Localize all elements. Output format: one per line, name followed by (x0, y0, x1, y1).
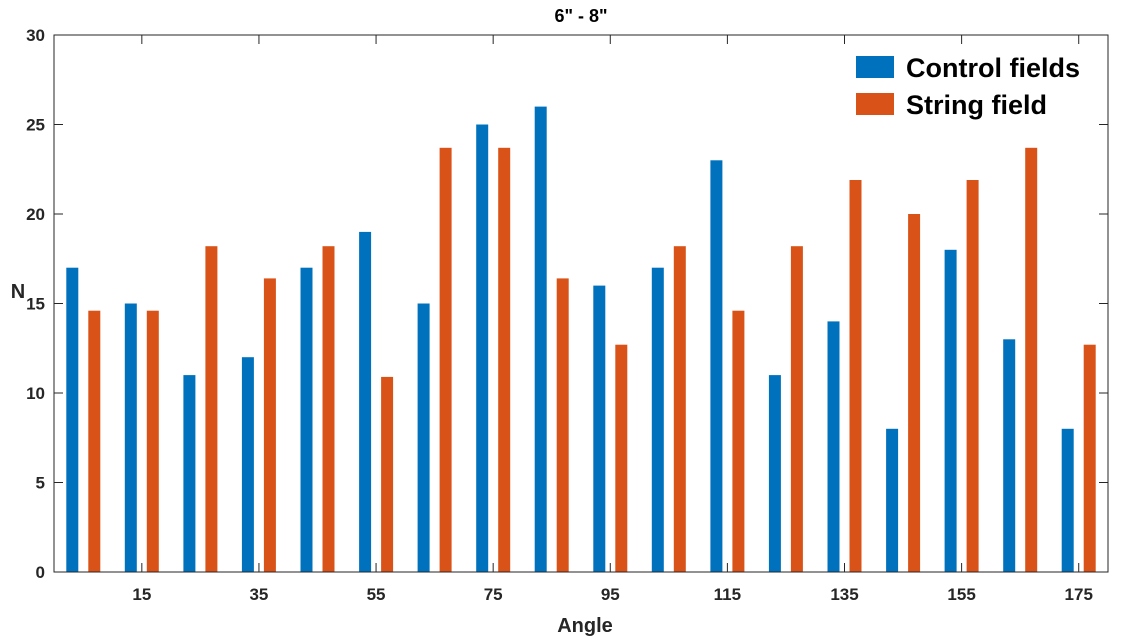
bar-string-field-125 (790, 246, 803, 572)
bar-string-field-75 (498, 147, 511, 573)
legend-label-control-fields: Control fields (906, 53, 1080, 83)
x-axis-title: Angle (557, 615, 613, 637)
y-tick-label: 30 (26, 26, 45, 45)
bar-string-field-95 (615, 344, 628, 572)
bar-string-field-155 (966, 180, 979, 572)
x-tick-label: 75 (484, 585, 503, 604)
x-tick-label: 175 (1065, 585, 1093, 604)
bar-control-fields-105 (651, 267, 664, 572)
y-axis-title: N (11, 281, 25, 303)
y-tick-label: 0 (36, 563, 45, 582)
bar-control-fields-85 (534, 106, 547, 572)
legend-swatch-control-fields (856, 56, 894, 78)
plot-area (54, 35, 1108, 572)
y-tick-label: 15 (26, 295, 45, 314)
bar-control-fields-145 (886, 428, 899, 572)
bars-group (66, 106, 1096, 573)
bar-string-field-85 (556, 278, 569, 572)
bar-control-fields-155 (944, 249, 957, 573)
y-tick-label: 10 (26, 384, 45, 403)
bar-control-fields-165 (1003, 339, 1016, 572)
x-tick-label: 15 (132, 585, 151, 604)
x-tick-label: 35 (249, 585, 268, 604)
bar-string-field-165 (1025, 147, 1038, 573)
y-tick-label: 25 (26, 116, 45, 135)
bar-control-fields-65 (417, 303, 430, 572)
bar-control-fields-115 (710, 160, 723, 573)
x-tick-label: 95 (601, 585, 620, 604)
bar-string-field-115 (732, 310, 745, 572)
y-tick-label: 5 (36, 474, 45, 493)
legend-label-string-field: String field (906, 90, 1047, 120)
bar-string-field-5 (88, 310, 101, 572)
plot-frame (53, 34, 1109, 573)
x-tick-label: 155 (947, 585, 975, 604)
bar-control-fields-25 (183, 375, 196, 572)
bar-control-fields-135 (827, 321, 840, 572)
x-tick-label: 55 (367, 585, 386, 604)
bar-string-field-65 (439, 147, 452, 573)
bar-string-field-25 (205, 246, 218, 572)
chart-title: 6" - 8" (554, 6, 607, 26)
bar-control-fields-5 (66, 267, 79, 572)
x-tick-label: 115 (714, 585, 741, 604)
bar-string-field-55 (381, 376, 394, 572)
bar-control-fields-95 (593, 285, 606, 572)
bar-control-fields-175 (1061, 428, 1074, 572)
bar-string-field-145 (908, 214, 921, 572)
bar-control-fields-35 (241, 357, 254, 572)
bar-string-field-175 (1083, 344, 1096, 572)
bar-control-fields-125 (768, 375, 781, 572)
x-tick-label: 135 (830, 585, 858, 604)
bar-control-fields-55 (359, 231, 372, 572)
bar-control-fields-45 (300, 267, 313, 572)
bar-control-fields-15 (124, 303, 137, 572)
bar-string-field-135 (849, 180, 862, 572)
bar-string-field-15 (146, 310, 159, 572)
x-axis: 15 35 55 75 95 115 135 155 175 (132, 35, 1093, 604)
bar-string-field-45 (322, 246, 335, 572)
legend-swatch-string-field (856, 93, 894, 115)
y-tick-label: 20 (26, 205, 45, 224)
bar-control-fields-75 (476, 124, 489, 572)
bar-string-field-105 (673, 246, 686, 572)
legend: Control fields String field (856, 53, 1080, 120)
bar-string-field-35 (263, 278, 276, 572)
